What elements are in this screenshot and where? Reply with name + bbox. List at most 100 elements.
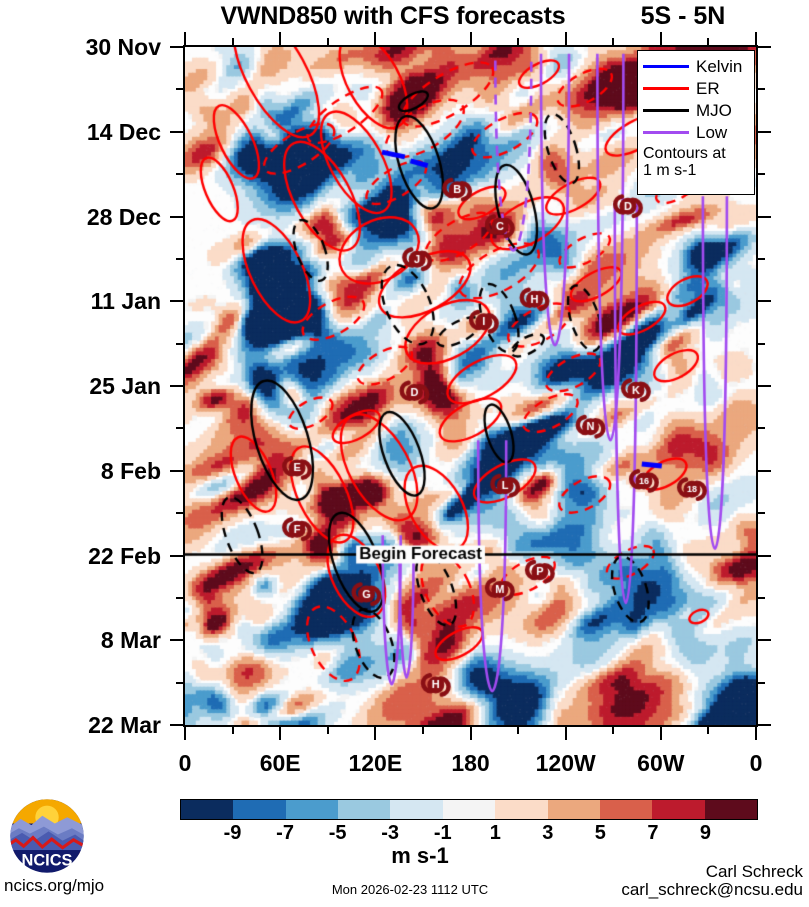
x-axis-tick [184,32,186,45]
x-axis-minor-tick [421,727,424,734]
colorbar-segment [599,800,653,819]
x-axis-minor-tick [517,727,520,734]
y-axis-tick-label: 14 Dec [86,118,161,145]
y-axis-minor-tick [758,512,765,515]
y-axis-minor-tick [758,596,765,599]
timestamp: Mon 2026-02-23 1112 UTC [331,882,489,897]
x-axis-tick [469,727,472,740]
colorbar-segment [285,800,339,819]
x-axis-minor-tick [707,38,710,45]
y-axis-tick-label: 25 Jan [89,373,161,399]
legend-item-mjo[interactable]: MJO [643,99,749,121]
author-email[interactable]: carl_schreck@ncsu.edu [621,880,803,899]
x-axis-tick [184,727,186,740]
colorbar-unit-label: m s-1 [391,843,449,868]
x-axis-tick-label: 60W [637,750,685,776]
latitude-range-label: 5S - 5N [640,2,726,30]
x-axis-tick [374,32,377,45]
colorbar-segment [547,800,600,819]
y-axis-minor-tick [176,88,183,91]
x-axis-tick [755,727,757,740]
y-axis-tick [758,554,771,557]
y-axis-tick [170,554,183,557]
x-axis-minor-tick [517,38,520,45]
colorbar-tick-label: 3 [542,822,554,844]
y-axis-tick [758,469,771,472]
y-axis-tick [758,724,771,726]
colorbar-tick-label: -7 [276,822,294,844]
x-axis-tick [279,32,282,45]
legend-note-line1: Contours at [643,145,726,162]
colorbar-segment [338,800,391,819]
ncics-url[interactable]: ncics.org/mjo [4,876,105,895]
x-axis-tick-label: 0 [749,750,763,776]
x-axis-minor-tick [421,38,424,45]
y-axis-tick-label: 11 Jan [90,288,161,315]
colorbar-tick-label: -1 [433,822,452,844]
y-axis-tick [170,215,183,218]
colorbar-tick-label: 1 [489,822,501,844]
x-axis-minor-tick [231,727,234,734]
y-axis-minor-tick [176,512,183,515]
y-axis-minor-tick [758,427,765,430]
y-axis-tick [170,300,183,303]
y-axis-tick-label: 22 Feb [88,542,161,569]
legend-item-low[interactable]: Low [643,121,749,143]
colorbar-segment [390,800,443,819]
x-axis-tick [564,32,567,45]
y-axis-tick [170,639,183,642]
y-axis-minor-tick [176,681,183,684]
colorbar-segment [233,800,286,819]
colorbar-segment [181,800,234,819]
legend-swatch-low [643,130,689,134]
legend: Kelvin ER MJO Low Contours at 1 m s-1 [637,50,755,195]
legend-note-line2: 1 m s-1 [643,162,697,179]
colorbar-segment [495,800,548,819]
x-axis-tick-label: 120E [348,750,403,776]
svg-text:NCICS: NCICS [22,852,73,870]
legend-swatch-er [643,86,689,90]
x-axis-tick [469,32,472,45]
y-axis-tick [170,469,183,472]
y-axis-minor-tick [758,173,765,176]
x-axis-minor-tick [231,38,234,45]
y-axis-tick-label: 8 Feb [100,457,161,484]
y-axis-tick-label: 28 Dec [86,203,161,230]
x-axis-tick-label: 180 [451,750,490,776]
y-axis-tick [170,46,183,48]
y-axis-tick-label: 30 Nov [85,34,161,60]
x-axis-minor-tick [612,727,615,734]
y-axis-tick [758,300,771,303]
colorbar-tick-label: -3 [381,822,400,844]
colorbar-segment [652,800,705,819]
x-axis-minor-tick [326,38,329,45]
y-axis-minor-tick [758,88,765,91]
legend-item-kelvin[interactable]: Kelvin [643,55,749,77]
x-axis-minor-tick [612,38,615,45]
y-axis-tick [758,130,771,133]
y-axis-tick [170,130,183,133]
y-axis-tick [758,639,771,642]
y-axis-tick-label: 8 Mar [100,627,161,654]
legend-note: Contours at 1 m s-1 [643,145,749,179]
y-axis-minor-tick [758,342,765,345]
x-axis-tick-label: 120W [535,750,596,776]
colorbar-tick-label: -9 [223,822,242,844]
legend-swatch-mjo [643,108,689,112]
x-axis-tick [659,32,662,45]
x-axis-tick [659,727,662,740]
legend-item-er[interactable]: ER [643,77,749,99]
y-axis-tick [170,385,183,387]
x-axis-tick [374,727,377,740]
legend-rows: Kelvin ER MJO Low [643,55,749,143]
x-axis-tick [279,727,282,740]
x-axis-tick [755,32,757,45]
colorbar-tick-label: 7 [647,822,659,844]
y-axis-minor-tick [176,342,183,345]
y-axis-minor-tick [176,173,183,176]
colorbar-tick-label: 9 [699,822,712,844]
y-axis-tick-label: 22 Mar [88,712,161,738]
y-axis-tick [758,215,771,218]
colorbar-tick-label: -5 [328,822,347,844]
colorbar[interactable] [180,799,758,820]
